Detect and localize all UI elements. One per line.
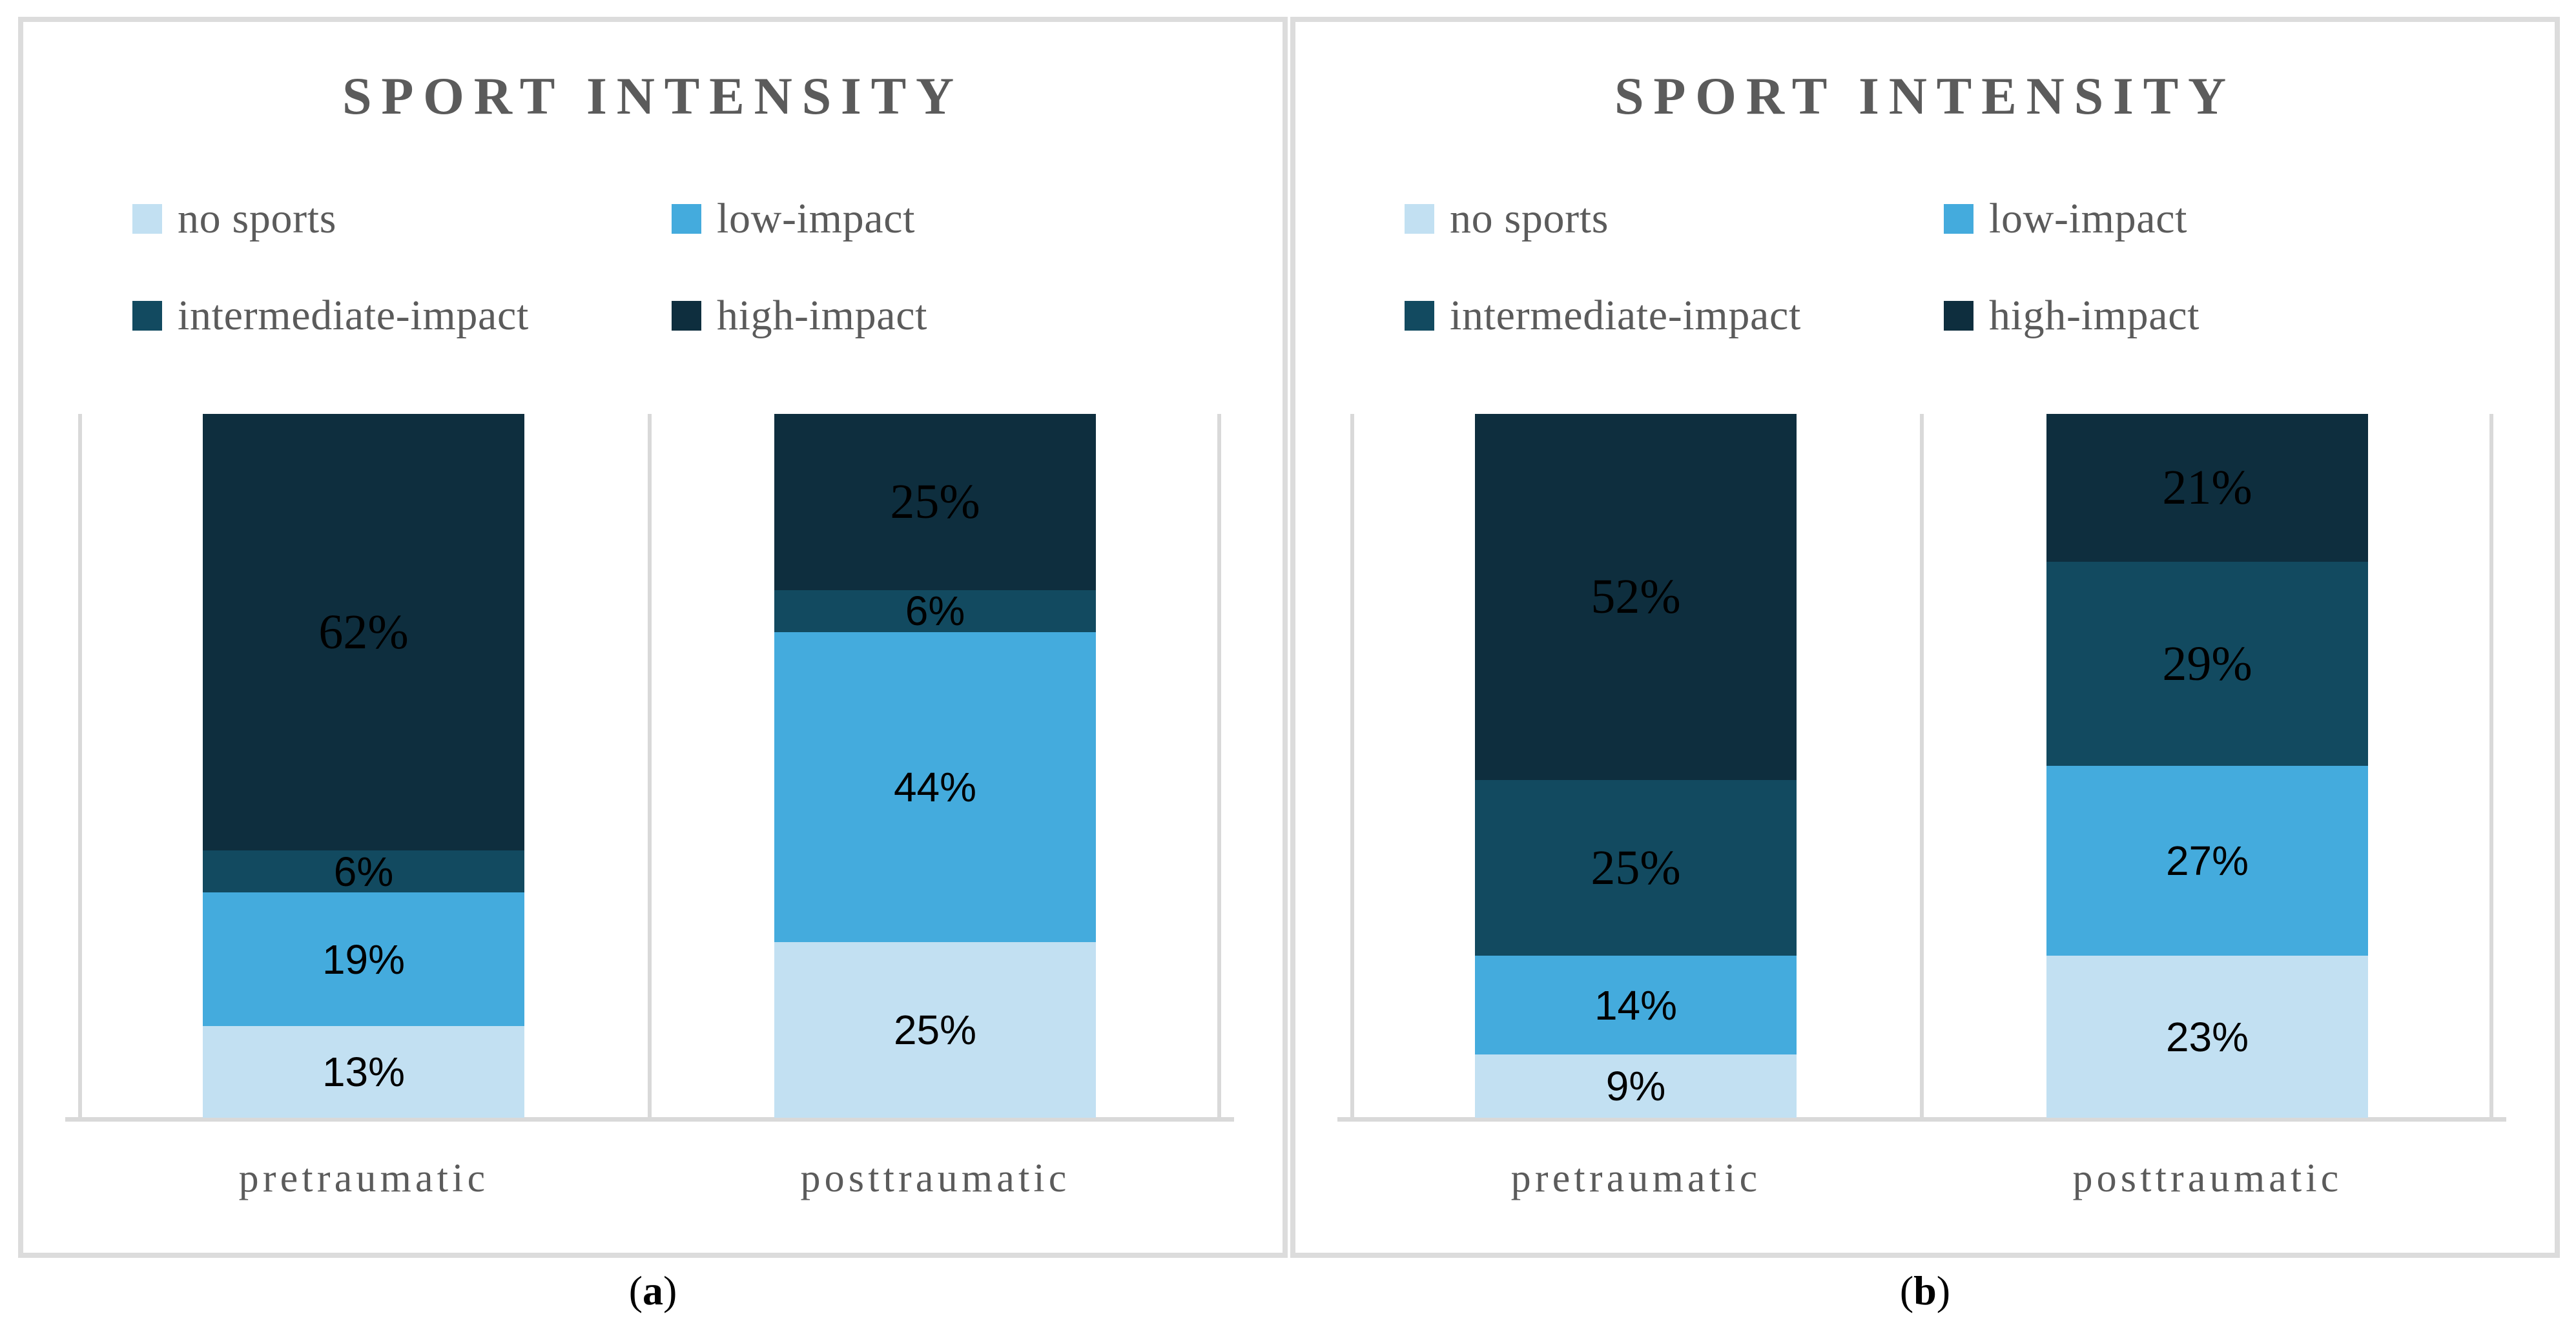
legend-label: low-impact (717, 195, 916, 242)
axis-frame-line (2489, 414, 2493, 1118)
bar-segment-no-sports: 13% (203, 1026, 524, 1118)
x-axis-label: posttraumatic (2072, 1156, 2343, 1200)
axis-frame-line (1217, 414, 1221, 1118)
legend-label: high-impact (1989, 292, 2200, 339)
bar-segment-intermediate-impact: 6% (774, 590, 1096, 632)
legend-item-intermediate-impact: intermediate-impact (132, 294, 529, 337)
bar-segment-label: 13% (322, 1049, 406, 1096)
legend-label: intermediate-impact (178, 292, 529, 339)
bar-segment-label: 14% (1594, 981, 1678, 1029)
subfigure-caption-a: (a) (628, 1268, 677, 1313)
x-axis: pretraumatic posttraumatic (1350, 1156, 2493, 1227)
legend: no sports low-impact intermediate-impact… (23, 22, 1283, 371)
bar-segment-low-impact: 44% (774, 632, 1096, 942)
chart-title: SPORT INTENSITY (1614, 67, 2236, 125)
bar-segment-label: 23% (2165, 1013, 2249, 1060)
bar-segment-low-impact: 14% (1475, 956, 1797, 1054)
stacked-bar-posttraumatic: 23% 27% 29% 21% (2046, 414, 2368, 1118)
legend-item-low-impact: low-impact (672, 198, 915, 240)
stacked-bar-pretraumatic: 9% 14% 25% 52% (1475, 414, 1797, 1118)
bar-segment-low-impact: 19% (203, 892, 524, 1027)
legend-label: no sports (178, 195, 337, 242)
bar-segment-intermediate-impact: 25% (1475, 779, 1797, 956)
axis-frame-line (648, 414, 652, 1118)
legend-swatch-no-sports (132, 204, 162, 234)
legend-item-no-sports: no sports (1405, 198, 1609, 240)
legend-item-intermediate-impact: intermediate-impact (1405, 294, 1801, 337)
bar-segment-label: 25% (893, 1006, 977, 1053)
bar-segment-high-impact: 25% (774, 414, 1096, 590)
bar-segment-high-impact: 21% (2046, 414, 2368, 562)
legend-label: intermediate-impact (1450, 292, 1801, 339)
bar-segment-label: 44% (893, 763, 977, 810)
x-axis: pretraumatic posttraumatic (78, 1156, 1221, 1227)
bar-segment-high-impact: 62% (203, 414, 524, 850)
bar-segment-label: 29% (2162, 636, 2252, 691)
axis-baseline (65, 1117, 1234, 1122)
bar-segment-intermediate-impact: 6% (203, 848, 524, 895)
legend-item-high-impact: high-impact (1944, 294, 2200, 337)
bar-segment-label: 21% (2162, 460, 2252, 515)
caption-letter: a (643, 1268, 663, 1313)
subfigure-caption-b: (b) (1899, 1268, 1951, 1313)
x-axis-label: pretraumatic (1510, 1156, 1762, 1200)
bar-segment-no-sports: 23% (2046, 956, 2368, 1118)
legend-swatch-no-sports (1405, 204, 1434, 234)
legend-item-high-impact: high-impact (672, 294, 927, 337)
axis-frame-line (1920, 414, 1924, 1118)
axis-frame-line (1350, 414, 1354, 1118)
legend-label: no sports (1450, 195, 1609, 242)
x-axis-label: pretraumatic (238, 1156, 489, 1200)
bar-segment-label: 25% (890, 475, 980, 529)
bar-segment-label: 25% (1591, 841, 1681, 896)
bar-segment-no-sports: 25% (774, 941, 1096, 1118)
bar-segment-label: 52% (1591, 570, 1681, 624)
legend-swatch-intermediate-impact (1405, 301, 1434, 331)
chart-title: SPORT INTENSITY (342, 67, 964, 125)
plot-area: 13% 19% 6% 62% 25% 44% 6% 25% (65, 414, 1234, 1122)
plot-area: 9% 14% 25% 52% 23% 27% 29% 21% (1337, 414, 2506, 1122)
bar-segment-label: 19% (322, 936, 406, 983)
axis-frame-line (78, 414, 82, 1118)
legend-label: high-impact (717, 292, 928, 339)
bar-segment-high-impact: 52% (1475, 414, 1797, 780)
bar-segment-low-impact: 27% (2046, 766, 2368, 956)
legend-item-no-sports: no sports (132, 198, 336, 240)
panel-b: SPORT INTENSITY no sports low-impact int… (1290, 17, 2560, 1258)
bar-segment-label: 6% (905, 588, 965, 635)
bar-segment-no-sports: 9% (1475, 1054, 1797, 1118)
legend-swatch-high-impact (1944, 301, 1973, 331)
bar-segment-intermediate-impact: 29% (2046, 561, 2368, 766)
legend-label: low-impact (1989, 195, 2188, 242)
bar-segment-label: 62% (318, 604, 409, 659)
axis-baseline (1337, 1117, 2506, 1122)
legend-swatch-intermediate-impact (132, 301, 162, 331)
panel-a: SPORT INTENSITY no sports low-impact int… (18, 17, 1288, 1258)
stacked-bar-posttraumatic: 25% 44% 6% 25% (774, 414, 1096, 1118)
legend-item-low-impact: low-impact (1944, 198, 2187, 240)
legend-swatch-low-impact (672, 204, 701, 234)
bar-segment-label: 9% (1605, 1062, 1666, 1109)
stacked-bar-pretraumatic: 13% 19% 6% 62% (203, 414, 524, 1118)
bar-segment-label: 6% (333, 848, 394, 895)
legend-swatch-low-impact (1944, 204, 1973, 234)
caption-letter: b (1913, 1268, 1937, 1313)
bar-segment-label: 27% (2165, 838, 2249, 885)
x-axis-label: posttraumatic (800, 1156, 1071, 1200)
legend: no sports low-impact intermediate-impact… (1295, 22, 2555, 371)
legend-swatch-high-impact (672, 301, 701, 331)
